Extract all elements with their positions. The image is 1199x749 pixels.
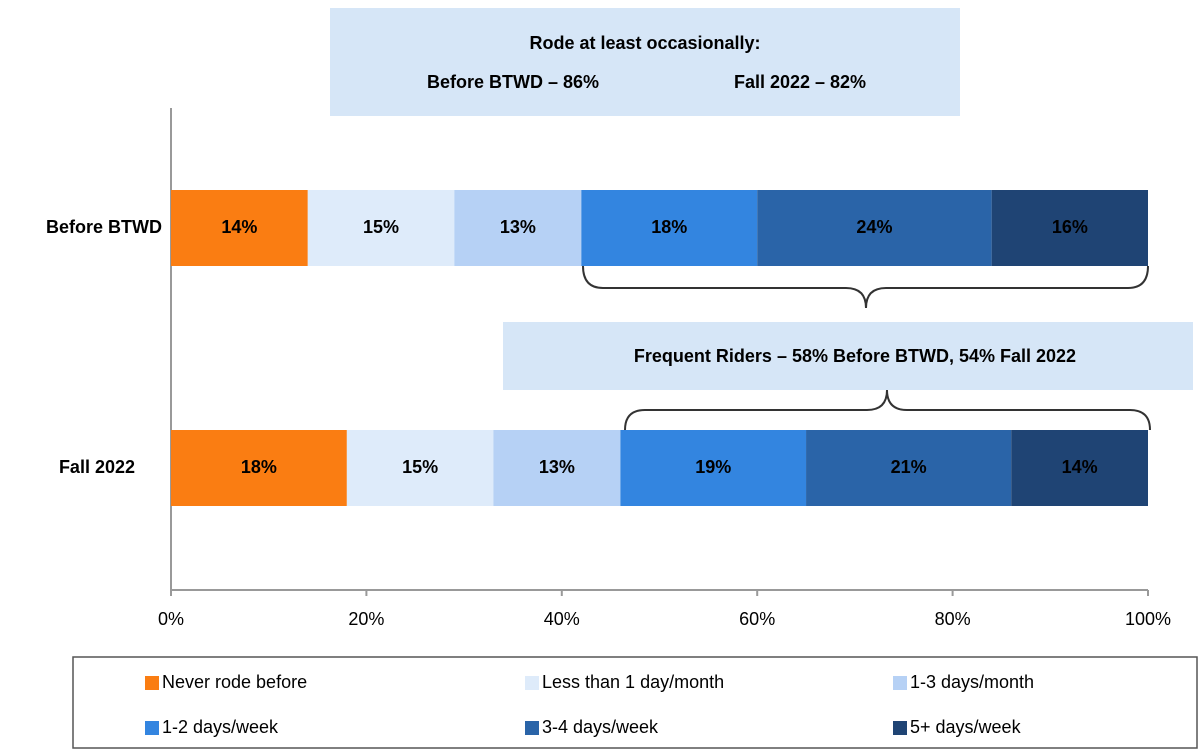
legend-swatch: [145, 676, 159, 690]
bar-segment: [307, 190, 455, 266]
legend-label: Less than 1 day/month: [542, 672, 724, 692]
legend-swatch: [525, 676, 539, 690]
x-tick-label: 40%: [544, 609, 580, 629]
legend-swatch: [893, 676, 907, 690]
brace: [624, 389, 1151, 431]
bar-segment: [171, 190, 308, 266]
annotation: Rode at least occasionally:: [529, 33, 760, 53]
value-label: 13%: [500, 217, 536, 237]
value-label: 14%: [221, 217, 257, 237]
legend-label: 3-4 days/week: [542, 717, 659, 737]
annotation: Fall 2022 – 82%: [734, 72, 866, 92]
bar-segment: [493, 430, 621, 506]
x-tick-label: 80%: [935, 609, 971, 629]
annotation-box: [330, 8, 960, 116]
legend-label: 1-3 days/month: [910, 672, 1034, 692]
legend: [72, 656, 1198, 749]
value-label: 21%: [891, 457, 927, 477]
bar-segment: [757, 190, 992, 266]
value-label: 15%: [402, 457, 438, 477]
legend-swatch: [525, 721, 539, 735]
value-label: 14%: [1062, 457, 1098, 477]
bar-segment: [171, 430, 347, 506]
x-tick-label: 20%: [348, 609, 384, 629]
annotation: Frequent Riders – 58% Before BTWD, 54% F…: [634, 346, 1076, 366]
bar-segment: [991, 190, 1148, 266]
legend-swatch: [145, 721, 159, 735]
value-label: 13%: [539, 457, 575, 477]
x-tick-label: 60%: [739, 609, 775, 629]
category-label: Fall 2022: [59, 457, 135, 477]
value-label: 24%: [856, 217, 892, 237]
annotation: Before BTWD – 86%: [427, 72, 599, 92]
value-label: 18%: [241, 457, 277, 477]
bar-segment: [806, 430, 1012, 506]
legend-label: 1-2 days/week: [162, 717, 279, 737]
brace: [582, 265, 1149, 309]
value-label: 18%: [651, 217, 687, 237]
legend-swatch: [893, 721, 907, 735]
value-label: 19%: [695, 457, 731, 477]
bar-segment: [454, 190, 582, 266]
x-tick-label: 0%: [158, 609, 184, 629]
x-tick-label: 100%: [1125, 609, 1171, 629]
legend-label: Never rode before: [162, 672, 307, 692]
value-label: 15%: [363, 217, 399, 237]
bar-segment: [1011, 430, 1148, 506]
category-label: Before BTWD: [46, 217, 162, 237]
bar-segment: [346, 430, 494, 506]
legend-label: 5+ days/week: [910, 717, 1022, 737]
value-label: 16%: [1052, 217, 1088, 237]
bar-segment: [620, 430, 807, 506]
annotation-box: [503, 322, 1193, 390]
bar-segment: [581, 190, 758, 266]
